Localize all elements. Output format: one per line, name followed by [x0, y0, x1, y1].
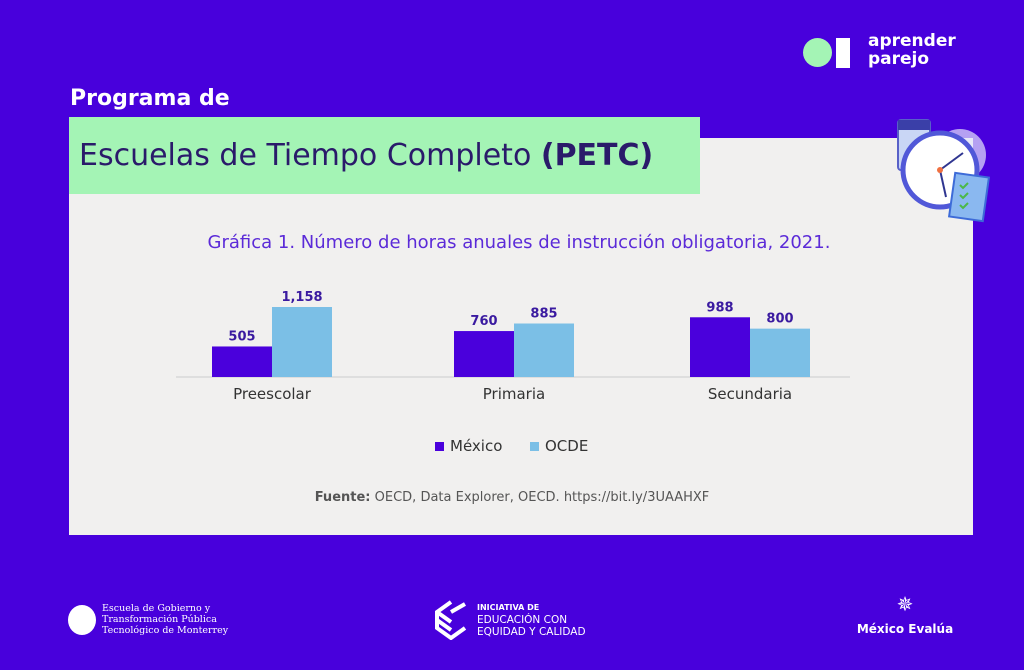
data-label: 885 [530, 307, 557, 322]
data-label: 800 [766, 312, 793, 327]
legend-mexico: México [435, 437, 502, 455]
legend-swatch-ocde [530, 441, 539, 451]
title-text: Escuelas de Tiempo Completo [79, 138, 532, 173]
logo-circle-icon [803, 38, 832, 67]
mexico-evalua-logo: ✵ México Evalúa [845, 592, 965, 636]
iniciativa-line: EDUCACIÓN CON [477, 614, 568, 626]
iniciativa-line: EQUIDAD Y CALIDAD [477, 626, 586, 638]
logo-bar-icon [836, 38, 850, 68]
tec-line: Tecnológico de Monterrey [102, 625, 229, 636]
brand-line2: parejo [868, 49, 930, 69]
tec-logo: Escuela de Gobierno y Transformación Púb… [68, 603, 228, 636]
bar-ocde [514, 323, 574, 377]
data-label: 988 [706, 300, 733, 315]
source-label: Fuente: [314, 490, 371, 505]
legend-label: OCDE [545, 437, 589, 455]
bar-ocde [750, 328, 810, 377]
bar-méxico [212, 346, 272, 377]
tec-line: Transformación Pública [102, 614, 217, 625]
mexico-evalua-name: México Evalúa [856, 622, 954, 636]
brand-line1: aprender [868, 31, 956, 51]
title-acronym: (PETC) [540, 138, 654, 173]
legend-ocde: OCDE [530, 437, 588, 455]
x-tick-label: Secundaria [708, 385, 792, 403]
data-label: 505 [228, 329, 255, 344]
iniciativa-line: INICIATIVA DE [477, 603, 540, 612]
clock-illustration [897, 119, 991, 223]
page-subtitle: Programa de [70, 86, 230, 111]
legend-label: México [450, 437, 503, 455]
data-label: 1,158 [281, 290, 322, 305]
chart-title: Gráfica 1. Número de horas anuales de in… [207, 232, 831, 253]
tec-emblem-icon [68, 604, 96, 635]
x-tick-label: Preescolar [233, 385, 312, 403]
x-tick-label: Primaria [483, 385, 545, 403]
source-text: OECD, Data Explorer, OECD. [374, 490, 560, 505]
bar-méxico [690, 317, 750, 377]
data-label: 760 [470, 314, 497, 329]
source-note: Fuente: OECD, Data Explorer, OECD. https… [0, 490, 1024, 505]
source-link[interactable]: https://bit.ly/3UAAHXF [563, 490, 710, 505]
page-title: Escuelas de Tiempo Completo (PETC) [69, 117, 700, 194]
bar-méxico [454, 331, 514, 377]
star-icon: ✵ [896, 592, 914, 616]
tec-line: Escuela de Gobierno y [102, 603, 211, 614]
iniciativa-logo: INICIATIVA DE EDUCACIÓN CON EQUIDAD Y CA… [433, 600, 586, 640]
ee-emblem-icon [435, 600, 467, 640]
bar-chart: Preescolar 505 1,158 Primaria 760 885 Secundar… [176, 290, 850, 403]
brand-name: aprender parejo [868, 32, 956, 68]
legend-swatch-mexico [435, 441, 444, 451]
bar-ocde [272, 307, 332, 377]
